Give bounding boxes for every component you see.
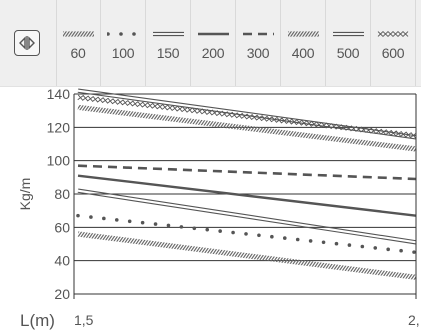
legend-toolbar: 60 100 150 200 300 400 500 600 [0, 0, 421, 87]
line-chart: 20 40 60 80 100 120 140 Kg/m L(m) 1,5 2, [17, 86, 420, 330]
legend-item-300[interactable]: 300 [236, 0, 281, 86]
y-tick-label: 140 [47, 86, 71, 102]
y-tick-label: 40 [54, 253, 70, 269]
chart-legend: 60 100 150 200 300 400 500 600 [56, 0, 416, 86]
legend-item-150[interactable]: 150 [146, 0, 191, 86]
legend-swatch [153, 31, 184, 37]
series-line-600 [77, 94, 417, 139]
x-tick-label: 2, [408, 312, 420, 328]
legend-label: 600 [381, 45, 405, 61]
legend-label: 300 [246, 45, 270, 61]
series-line-150 [77, 188, 417, 245]
y-tick-label: 100 [47, 153, 71, 169]
legend-item-400[interactable]: 400 [281, 0, 326, 86]
y-tick-label: 120 [47, 119, 71, 135]
arrows-left-right-icon[interactable] [14, 30, 40, 56]
legend-swatch [333, 31, 364, 37]
legend-item-100[interactable]: 100 [101, 0, 146, 86]
y-tick-label: 20 [54, 286, 70, 302]
legend-swatch [243, 32, 274, 36]
series-line-100 [76, 213, 418, 255]
legend-label: 150 [156, 45, 180, 61]
y-axis-label: Kg/m [17, 178, 33, 211]
legend-label: 400 [291, 45, 315, 61]
legend-item-60[interactable]: 60 [56, 0, 101, 86]
series-line-300 [77, 164, 417, 181]
series-line-400 [77, 104, 417, 152]
x-tick-label: 1,5 [74, 312, 94, 328]
legend-label: 60 [70, 45, 86, 61]
toggle-cell [0, 0, 57, 86]
series-line-60 [77, 231, 417, 280]
x-axis-label: L(m) [20, 311, 55, 330]
legend-swatch [198, 32, 229, 36]
legend-label: 100 [111, 45, 135, 61]
y-tick-label: 80 [54, 186, 70, 202]
legend-item-200[interactable]: 200 [191, 0, 236, 86]
legend-swatch [63, 31, 94, 37]
legend-swatch [288, 31, 319, 37]
legend-label: 200 [201, 45, 225, 61]
legend-swatch [377, 30, 409, 38]
legend-item-500[interactable]: 500 [326, 0, 371, 86]
legend-item-600[interactable]: 600 [371, 0, 416, 86]
legend-label: 500 [336, 45, 360, 61]
series-line-200 [77, 174, 417, 217]
legend-swatch [107, 32, 140, 36]
y-tick-label: 60 [54, 219, 70, 235]
